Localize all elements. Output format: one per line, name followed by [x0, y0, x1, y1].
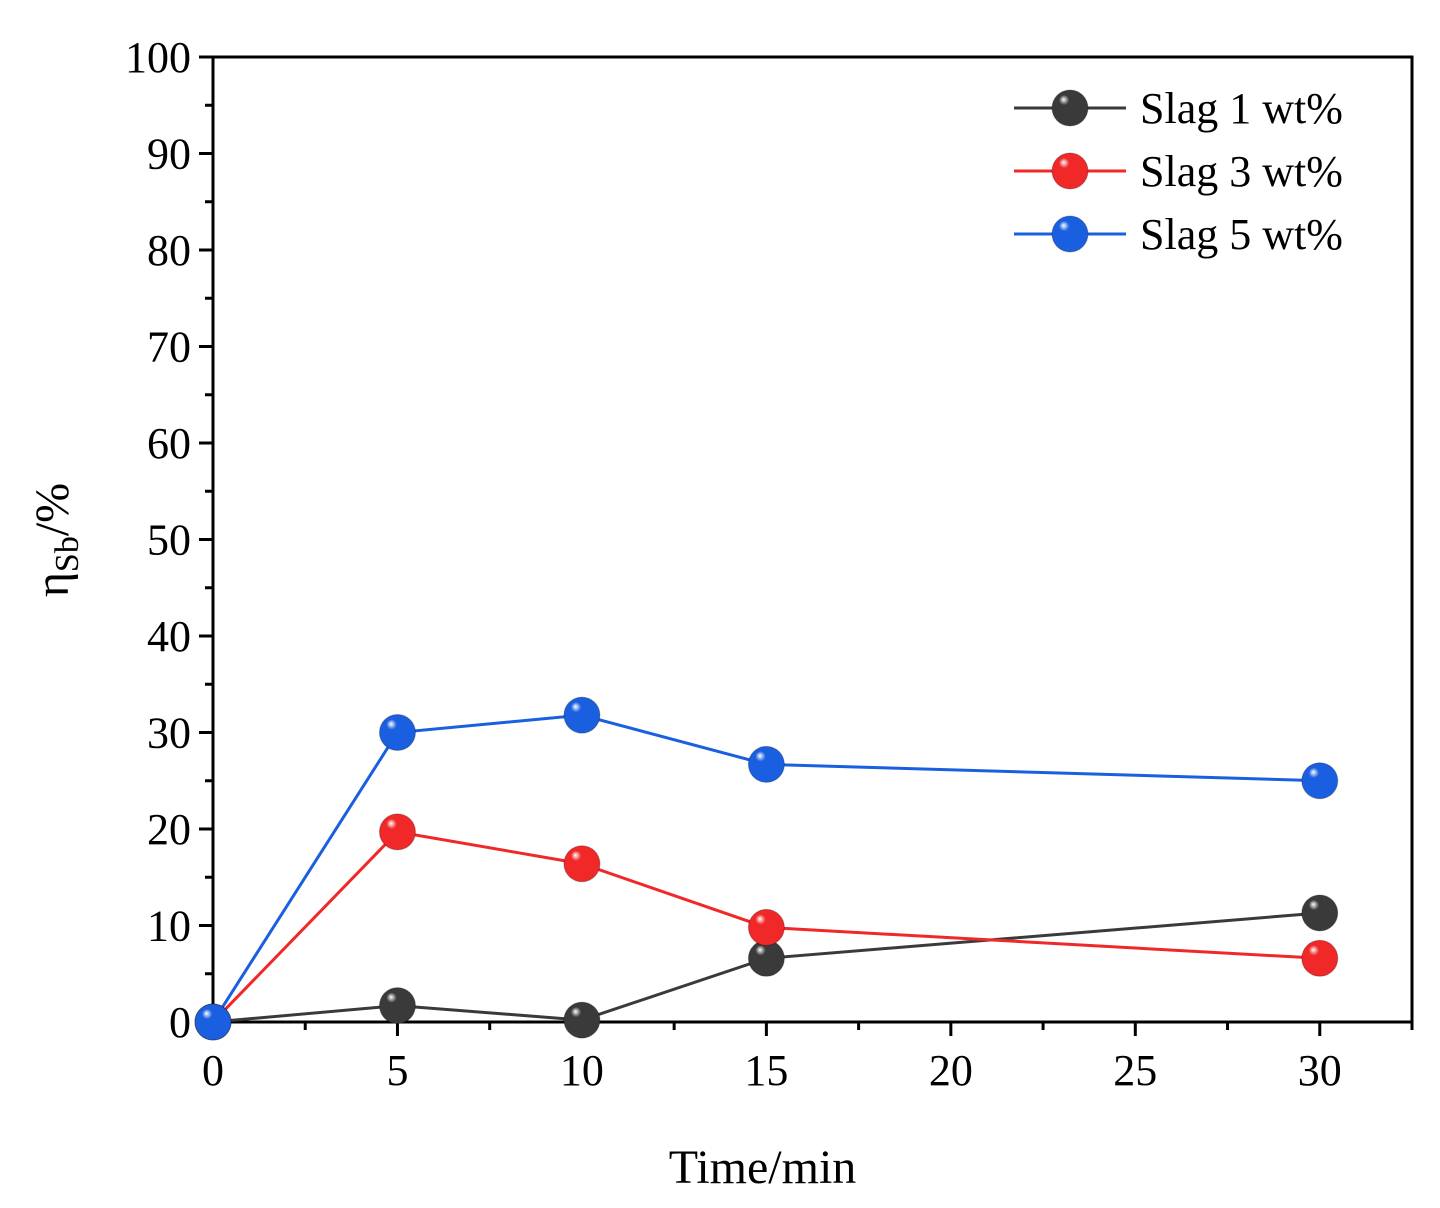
y-tick-label: 0: [169, 998, 191, 1047]
y-tick-label: 30: [147, 709, 191, 758]
x-tick-label: 20: [929, 1046, 973, 1095]
data-point: [1301, 894, 1339, 932]
legend-label: Slag 5 wt%: [1140, 210, 1343, 259]
x-tick-label: 25: [1113, 1046, 1157, 1095]
data-point: [563, 696, 601, 734]
y-tick-label: 90: [147, 130, 191, 179]
x-tick-label: 10: [560, 1046, 604, 1095]
y-tick-label: 70: [147, 323, 191, 372]
data-point: [378, 987, 416, 1025]
data-point: [563, 1001, 601, 1039]
x-tick-label: 30: [1298, 1046, 1342, 1095]
data-point: [378, 813, 416, 851]
legend-marker: [1051, 89, 1089, 127]
data-point: [1301, 762, 1339, 800]
data-point: [378, 714, 416, 751]
x-tick-label: 15: [744, 1046, 788, 1095]
x-axis-title: Time/min: [669, 1141, 857, 1194]
data-point: [747, 908, 785, 946]
data-point: [194, 1003, 232, 1041]
legend-label: Slag 1 wt%: [1140, 84, 1343, 133]
y-tick-label: 40: [147, 612, 191, 661]
data-point: [747, 745, 785, 783]
y-axis-title-suffix: /%: [26, 483, 79, 536]
data-point: [563, 845, 601, 883]
y-axis-title: ηSb/%: [26, 483, 86, 597]
data-point: [1301, 939, 1339, 977]
y-tick-labels: 0 10 20 30 40 50 60 70 80 90 100: [125, 33, 191, 1047]
y-tick-label: 10: [147, 902, 191, 951]
x-tick-label: 0: [202, 1046, 224, 1095]
y-axis-title-subscript: Sb: [49, 536, 86, 572]
legend-marker: [1051, 215, 1089, 253]
y-tick-label: 60: [147, 419, 191, 468]
x-tick-label: 5: [386, 1046, 408, 1095]
legend-label: Slag 3 wt%: [1140, 147, 1343, 196]
x-tick-labels: 0 5 10 15 20 25 30: [202, 1046, 1342, 1095]
y-axis-title-symbol: η: [26, 572, 79, 597]
y-tick-label: 50: [147, 516, 191, 565]
y-tick-label: 80: [147, 226, 191, 275]
legend: Slag 1 wt% Slag 3 wt% Slag 5 wt%: [1014, 84, 1343, 259]
y-tick-label: 100: [125, 33, 191, 82]
legend-marker: [1051, 152, 1089, 190]
y-tick-label: 20: [147, 805, 191, 854]
series-layer: [194, 696, 1339, 1041]
